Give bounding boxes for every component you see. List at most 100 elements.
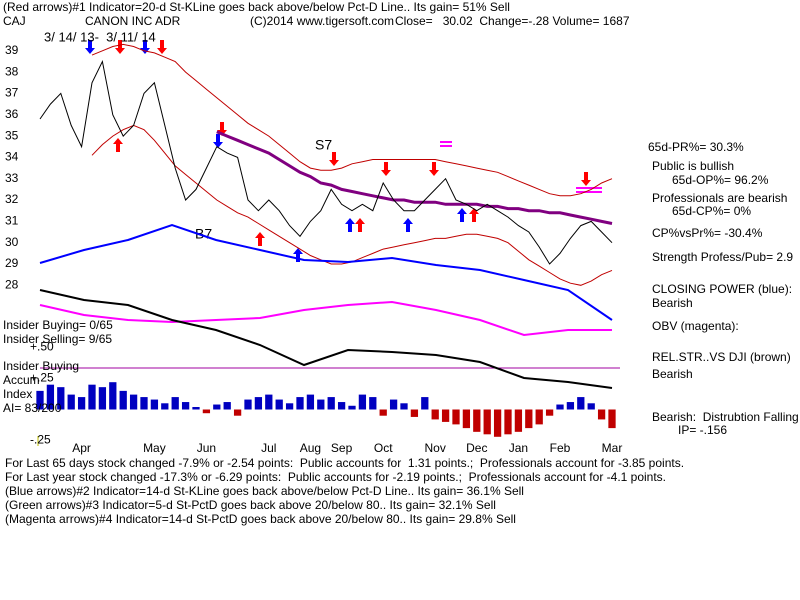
bar: [452, 409, 460, 425]
bar: [181, 402, 190, 410]
side-note: Bearish: [652, 296, 693, 310]
signal-arrow: [576, 187, 602, 193]
annotation: S7: [315, 137, 332, 153]
signal-arrow: [403, 218, 413, 232]
x-tick-label: Aug: [300, 441, 321, 455]
side-note: 65d-PR%= 30.3%: [648, 140, 744, 154]
y-tick-label: 33: [5, 171, 19, 185]
bar: [150, 399, 159, 410]
bar: [327, 397, 335, 410]
signal-arrow: [469, 208, 479, 222]
bar: [566, 402, 575, 410]
bar: [358, 394, 367, 410]
x-tick-label: Jan: [509, 441, 528, 455]
bar: [265, 394, 273, 410]
signal-arrows: [85, 40, 602, 262]
bar: [202, 409, 211, 414]
panel-label: Insider Buying= 0/65: [3, 318, 113, 332]
bar: [57, 387, 65, 410]
bar: [275, 399, 283, 410]
x-tick-label: Apr: [72, 441, 91, 455]
bar: [556, 404, 564, 410]
panel-label: Insider Selling= 9/65: [3, 332, 112, 346]
bar: [514, 409, 523, 432]
x-tick-label: May: [143, 441, 166, 455]
bar: [36, 390, 44, 410]
bar: [577, 397, 585, 410]
bar: [285, 403, 294, 410]
series-line: [39, 59, 613, 265]
side-note: 65d-OP%= 96.2%: [672, 173, 769, 187]
side-note: Professionals are bearish: [652, 191, 787, 205]
signal-arrow: [157, 40, 167, 54]
bar: [254, 397, 263, 410]
panel-label: Index: [3, 387, 32, 401]
side-note: IP= -.156: [678, 423, 727, 437]
bar: [410, 409, 419, 417]
y-tick-label: 29: [5, 256, 19, 270]
panel-label: Insider Buying: [3, 359, 79, 373]
x-tick-label: Nov: [425, 441, 446, 455]
bar: [431, 409, 439, 420]
ticker: CAJ: [3, 14, 26, 28]
date-range: 3/ 14/ 13- 3/ 11/ 14: [44, 29, 156, 44]
panel-label: Accum: [3, 373, 40, 387]
x-tick-label: Dec: [466, 441, 487, 455]
x-tick-label: Feb: [550, 441, 571, 455]
bar: [88, 384, 96, 410]
side-note: CLOSING POWER (blue):: [652, 282, 792, 296]
panel-label: AI= 83/200: [3, 401, 62, 415]
side-note: 65d-CP%= 0%: [672, 204, 751, 218]
y-tick-label: 34: [5, 150, 19, 164]
series-line: [39, 300, 612, 337]
signal-arrow: [85, 40, 95, 54]
bar: [140, 397, 148, 410]
bar: [77, 397, 86, 410]
bar: [98, 387, 107, 410]
bar: [296, 397, 304, 410]
series-line: [216, 130, 613, 225]
chart-title: (Red arrows)#1 Indicator=20-d St-KLine g…: [3, 0, 510, 14]
signal-arrow: [581, 172, 591, 186]
bar: [400, 403, 408, 410]
bar: [244, 399, 252, 410]
side-note: CP%vsPr%= -30.4%: [652, 226, 763, 240]
x-tick-label: Jun: [197, 441, 216, 455]
bar: [171, 397, 179, 410]
footer-line: For Last year stock changed -17.3% or -6…: [5, 470, 666, 484]
side-note: Bearish: Distrubtion Falling: [652, 410, 799, 424]
bar: [441, 409, 450, 422]
y-tick-label: 36: [5, 107, 19, 121]
bar: [369, 397, 377, 410]
y-tick-label: 28: [5, 278, 19, 292]
y-tick-label: -.25: [30, 433, 51, 447]
bar: [233, 409, 242, 416]
y-tick-label: 31: [5, 214, 19, 228]
side-note: OBV (magenta):: [652, 319, 739, 333]
bar: [129, 394, 138, 410]
series-line: [39, 223, 613, 321]
bar: [192, 407, 200, 410]
side-note: Public is bullish: [652, 159, 734, 173]
signal-arrow: [293, 248, 303, 262]
footer-line: (Blue arrows)#2 Indicator=14-d St-KLine …: [5, 484, 524, 498]
source: (C)2014 www.tigersoft.com: [250, 14, 394, 28]
bar: [389, 399, 398, 410]
signal-arrow: [255, 232, 265, 246]
signal-arrow: [115, 40, 125, 54]
bar: [337, 402, 346, 410]
bar: [587, 403, 595, 410]
x-tick-label: Mar: [602, 441, 623, 455]
series-line: [39, 289, 613, 389]
bar: [109, 382, 117, 410]
bar: [462, 409, 471, 429]
x-tick-label: Oct: [374, 441, 393, 455]
bar: [504, 409, 512, 435]
bar: [493, 409, 502, 437]
y-tick-label: +.50: [30, 340, 54, 354]
side-note: Strength Profess/Pub= 2.9: [652, 250, 793, 264]
signal-arrow: [440, 141, 452, 147]
y-tick-label: +.25: [30, 371, 54, 385]
